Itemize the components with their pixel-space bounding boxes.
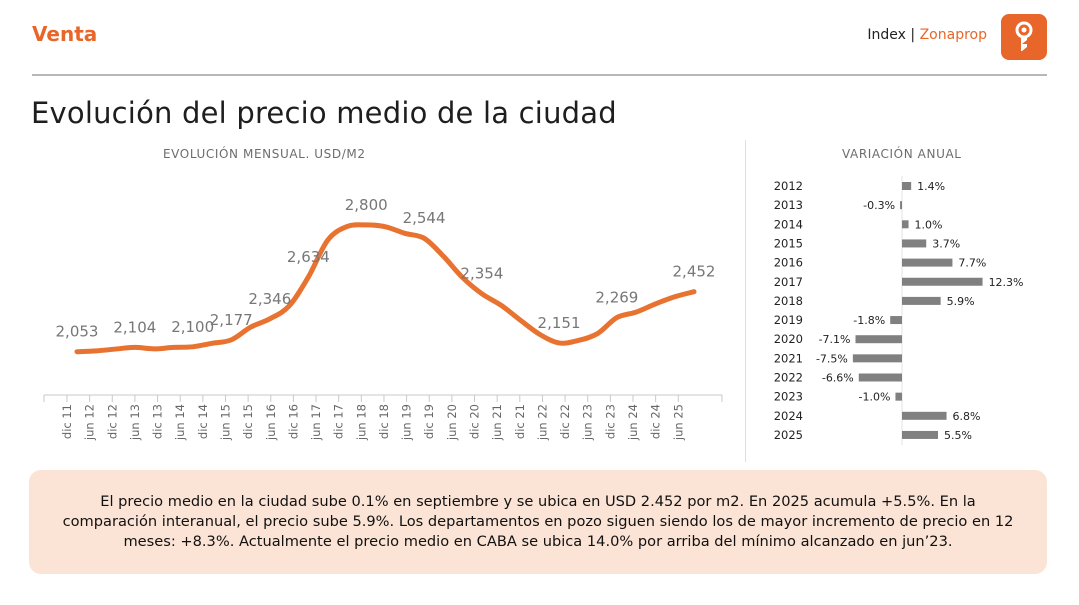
value-label: 12.3% (989, 276, 1024, 289)
data-label: 2,053 (56, 323, 99, 341)
chart-divider (745, 140, 746, 462)
bar (902, 296, 941, 305)
value-label: 7.7% (958, 257, 986, 270)
category-label: 2025 (774, 428, 803, 442)
bar (900, 201, 902, 210)
zonaprop-key-icon (1001, 14, 1047, 60)
x-tick-label: dic 20 (468, 404, 482, 439)
bar (852, 354, 902, 363)
category-label: 2020 (774, 332, 803, 346)
value-label: 5.9% (947, 295, 975, 308)
data-label: 2,452 (673, 263, 716, 281)
x-tick-label: jun 25 (671, 404, 685, 441)
brand-header: Index | Zonaprop (867, 27, 987, 43)
x-tick-label: jun 17 (309, 404, 323, 441)
bar (902, 277, 983, 286)
data-label: 2,177 (210, 311, 253, 329)
line-chart-title: EVOLUCIÓN MENSUAL. USD/M2 (163, 147, 366, 161)
x-tick-label: jun 22 (535, 404, 549, 441)
bar (895, 392, 902, 401)
summary-text: El precio medio en la ciudad sube 0.1% e… (62, 493, 1014, 550)
bar (902, 258, 953, 267)
value-label: 1.4% (917, 180, 945, 193)
value-label: -1.0% (859, 391, 891, 404)
index-label: Index | (867, 27, 920, 43)
x-tick-label: jun 19 (400, 404, 414, 441)
x-tick-label: dic 23 (603, 404, 617, 439)
bar-chart-title: VARIACIÓN ANUAL (842, 147, 962, 161)
bar (902, 182, 912, 190)
x-tick-label: jun 13 (128, 404, 142, 441)
price-series-line (74, 222, 697, 355)
x-tick-label: jun 15 (218, 404, 232, 441)
x-tick-label: dic 12 (105, 404, 119, 439)
x-tick-label: dic 17 (332, 404, 346, 439)
category-label: 2016 (774, 256, 803, 270)
x-tick-label: jun 16 (264, 404, 278, 441)
line-chart: dic 11 jun 12 dic 12 jun 13 dic 13 jun 14 dic … (43, 196, 723, 441)
category-label: 2022 (774, 371, 803, 385)
x-tick-label: jun 21 (490, 404, 504, 441)
data-label: 2,104 (113, 318, 156, 336)
value-label: -7.1% (819, 333, 851, 346)
x-tick-label: dic 19 (422, 404, 436, 439)
section-title: Venta (32, 22, 98, 46)
category-label: 2012 (774, 179, 803, 193)
value-label: -1.8% (853, 314, 885, 327)
value-label: 6.8% (953, 410, 981, 423)
value-label: 5.5% (944, 429, 972, 442)
bar (902, 411, 947, 420)
value-label: -7.5% (816, 352, 848, 365)
bar (890, 316, 902, 325)
data-label: 2,800 (345, 196, 388, 214)
x-tick-label: dic 22 (558, 404, 572, 439)
value-label: 3.7% (932, 237, 960, 250)
data-label: 2,269 (595, 289, 638, 307)
value-label: -0.3% (863, 199, 895, 212)
category-label: 2018 (774, 294, 803, 308)
bar (902, 430, 939, 439)
x-tick-label: jun 24 (626, 404, 640, 441)
x-tick-label: dic 24 (649, 404, 663, 439)
x-tick-label: dic 15 (241, 404, 255, 439)
category-label: 2017 (774, 275, 803, 289)
x-tick-label: jun 23 (581, 404, 595, 441)
x-tick-label: dic 13 (151, 404, 165, 439)
x-tick-label: jun 14 (173, 404, 187, 441)
x-tick-label: dic 18 (377, 404, 391, 439)
data-label: 2,544 (403, 209, 446, 227)
x-tick-label: jun 20 (445, 404, 459, 441)
x-tick-label: dic 21 (513, 404, 527, 439)
data-label: 2,634 (287, 248, 330, 266)
value-label: 1.0% (915, 218, 943, 231)
summary-box: El precio medio en la ciudad sube 0.1% e… (29, 470, 1047, 574)
bar (902, 239, 927, 248)
data-label: 2,346 (248, 290, 291, 308)
data-label: 2,151 (538, 314, 581, 332)
x-tick-label: jun 12 (83, 404, 97, 441)
value-label: -6.6% (822, 372, 854, 385)
x-tick-label: dic 11 (60, 404, 74, 439)
brand-name: Zonaprop (919, 27, 987, 43)
data-label: 2,100 (171, 318, 214, 336)
bar (855, 335, 902, 344)
category-label: 2024 (774, 409, 803, 423)
category-label: 2021 (774, 351, 803, 365)
bar (858, 373, 902, 382)
bar (902, 220, 909, 229)
x-tick-label: dic 16 (286, 404, 300, 439)
bar-chart: 2012 1.4% 2013 -0.3% 2014 1.0% 2015 3.7% 2016 7.7… (774, 176, 1024, 445)
category-label: 2013 (774, 198, 803, 212)
data-label: 2,354 (460, 265, 503, 283)
header-divider (32, 74, 1047, 76)
category-label: 2019 (774, 313, 803, 327)
page-title: Evolución del precio medio de la ciudad (31, 96, 617, 130)
x-tick-label: jun 18 (354, 404, 368, 441)
category-label: 2015 (774, 236, 803, 250)
x-tick-label: dic 14 (196, 404, 210, 439)
category-label: 2014 (774, 217, 803, 231)
category-label: 2023 (774, 390, 803, 404)
